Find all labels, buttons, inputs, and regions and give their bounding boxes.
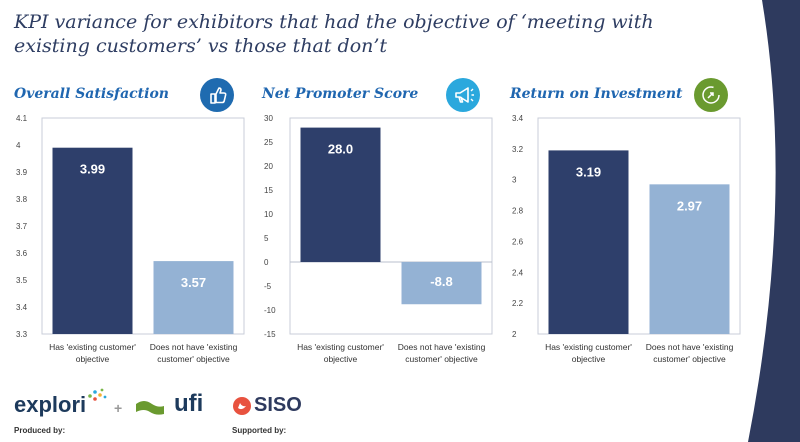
y-tick-label: -15 [264, 330, 276, 339]
megaphone-icon [446, 78, 480, 112]
bar-value-label: 2.97 [677, 198, 702, 213]
y-tick-label: 15 [264, 186, 273, 195]
panel-heading-roi: Return on Investment [510, 86, 683, 102]
category-label: customer' objective [405, 354, 478, 364]
y-tick-label: 3.7 [16, 222, 28, 231]
chart-return-on-investment: 2 2.2 2.4 2.6 2.8 3 3.2 3.4 3.19 Has 'existing cu… [512, 114, 741, 364]
y-tick-label: 3.6 [16, 249, 28, 258]
bar-has-objective [300, 127, 381, 262]
page-title: KPI variance for exhibitors that had the… [14, 11, 654, 57]
bar-value-label: 3.99 [80, 162, 105, 177]
y-tick-label: 2.4 [512, 268, 524, 277]
y-tick-label: 3 [512, 176, 517, 185]
bar-value-label: 28.0 [328, 142, 353, 157]
y-tick-label: 4.1 [16, 114, 28, 123]
category-label: customer' objective [653, 354, 726, 364]
plot-frame [289, 117, 493, 335]
category-label: Does not have 'existing [398, 342, 486, 352]
bar-value-label: -8.8 [430, 274, 452, 289]
bar-no-objective [153, 261, 234, 334]
category-label: objective [572, 354, 606, 364]
y-tick-label: 30 [264, 114, 273, 123]
y-tick-label: 3.5 [16, 276, 28, 285]
bar-no-objective [401, 262, 482, 305]
category-label: Does not have 'existing [646, 342, 734, 352]
y-tick-label: 3.2 [512, 145, 524, 154]
y-tick-label: 2.6 [512, 237, 524, 246]
bar-has-objective [548, 150, 629, 334]
chart-net-promoter-score: -15 -10 -5 0 5 10 15 20 25 30 28.0 Has 'existing cu… [264, 114, 493, 364]
y-tick-label: 5 [264, 234, 269, 243]
bar-value-label: 3.57 [181, 275, 206, 290]
y-tick-label: 10 [264, 210, 273, 219]
category-label: Has 'existing customer' [297, 342, 384, 352]
category-label: Does not have 'existing [150, 342, 238, 352]
return-arrow-icon [694, 78, 728, 112]
category-label: objective [76, 354, 110, 364]
category-label: customer' objective [157, 354, 230, 364]
supported-by-label: Supported by: [232, 426, 287, 435]
y-tick-label: 4 [16, 141, 21, 150]
category-label: objective [324, 354, 358, 364]
thumbs-up-icon [200, 78, 234, 112]
bar-no-objective [649, 184, 730, 334]
plot-frame [537, 117, 741, 335]
bar-has-objective [52, 147, 133, 334]
y-tick-label: 2.8 [512, 207, 524, 216]
y-tick-label: 0 [264, 258, 269, 267]
y-tick-label: 25 [264, 138, 273, 147]
category-label: Has 'existing customer' [49, 342, 136, 352]
decorative-swoosh [748, 0, 800, 442]
y-tick-label: 3.8 [16, 195, 28, 204]
y-tick-label: 3.4 [512, 114, 524, 123]
y-tick-label: 20 [264, 162, 273, 171]
panel-heading-satisfaction: Overall Satisfaction [14, 86, 169, 102]
y-tick-label: 2.2 [512, 299, 524, 308]
plus-sign: + [114, 400, 123, 416]
y-tick-label: 3.9 [16, 168, 28, 177]
y-tick-label: 3.3 [16, 330, 28, 339]
y-tick-label: -5 [264, 282, 272, 291]
produced-by-label: Produced by: [14, 426, 66, 435]
y-tick-label: -10 [264, 306, 276, 315]
chart-overall-satisfaction: 3.3 3.4 3.5 3.6 3.7 3.8 3.9 4 4.1 3.99 Has 'existi… [16, 114, 245, 364]
plot-frame [41, 117, 245, 335]
y-tick-label: 3.4 [16, 303, 28, 312]
y-tick-label: 2 [512, 330, 517, 339]
panel-heading-nps: Net Promoter Score [262, 86, 419, 102]
category-label: Has 'existing customer' [545, 342, 632, 352]
bar-value-label: 3.19 [576, 164, 601, 179]
